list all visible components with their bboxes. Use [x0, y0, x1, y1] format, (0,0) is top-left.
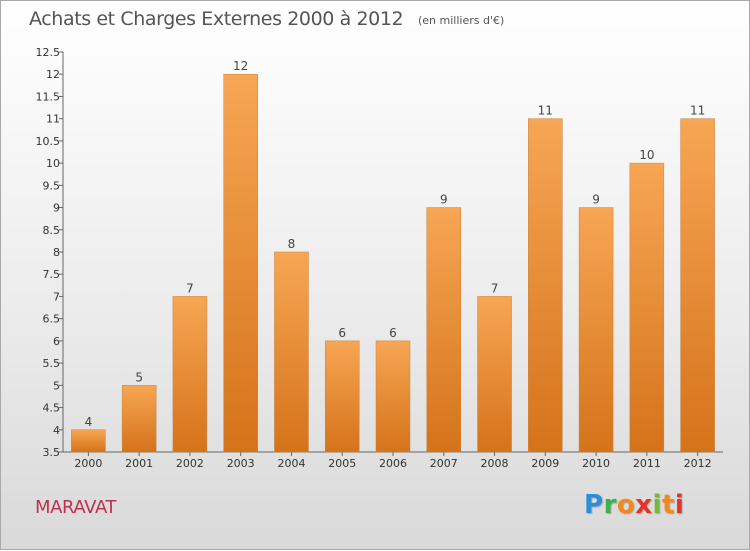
y-tick-label: 5.5	[43, 357, 61, 370]
y-tick-label: 4	[53, 424, 60, 437]
y-tick-label: 5	[53, 379, 60, 392]
data-label: 8	[288, 237, 296, 251]
logo-letter: P	[584, 490, 604, 520]
bar-2003	[223, 73, 258, 453]
x-tick-label: 2004	[277, 457, 305, 470]
bar-2000	[71, 429, 106, 453]
bar-2012	[680, 118, 715, 453]
logo-letter: i	[652, 490, 662, 520]
bar-2010	[578, 207, 614, 453]
logo-letter: i	[674, 490, 685, 520]
bar-2006	[375, 340, 411, 453]
logo-letter: o	[616, 490, 636, 520]
commune-name: MARAVAT	[35, 497, 117, 518]
y-tick-label: 9	[53, 202, 60, 215]
bar-2008	[477, 296, 512, 453]
y-tick-label: 10	[46, 157, 60, 170]
chart-title: Achats et Charges Externes 2000 à 2012	[29, 8, 404, 30]
y-tick-label: 12	[46, 68, 60, 81]
y-tick-label: 9.5	[43, 179, 61, 192]
data-label: 5	[135, 370, 143, 384]
y-tick-label: 8	[53, 246, 60, 259]
x-tick-label: 2008	[481, 457, 509, 470]
y-tick-label: 7	[53, 290, 60, 303]
x-tick-label: 2006	[379, 457, 407, 470]
bar-2004	[274, 251, 309, 453]
bar-2005	[324, 340, 360, 453]
x-tick-label: 2010	[582, 457, 610, 470]
data-label: 4	[85, 415, 93, 429]
data-label: 7	[491, 281, 499, 295]
bar-2009	[528, 118, 563, 453]
x-tick-label: 2000	[74, 457, 102, 470]
data-label: 10	[639, 148, 654, 162]
data-label: 6	[338, 326, 346, 340]
y-tick-label: 8.5	[43, 224, 61, 237]
y-tick-label: 12.5	[36, 46, 61, 59]
data-label: 7	[186, 281, 194, 295]
y-tick-label: 6	[53, 335, 60, 348]
bar-2007	[426, 207, 462, 453]
chart-unit-subtitle: (en milliers d'€)	[418, 14, 505, 27]
data-label: 12	[233, 59, 248, 73]
x-tick-label: 2012	[684, 457, 712, 470]
logo-letter: x	[635, 490, 653, 520]
y-tick-label: 4.5	[43, 402, 61, 415]
y-tick-label: 11.5	[36, 90, 61, 103]
logo-letter: t	[661, 490, 675, 520]
data-label: 9	[440, 193, 448, 207]
y-tick-label: 11	[46, 113, 60, 126]
y-tick-label: 7.5	[43, 268, 61, 281]
y-tick-label: 3.5	[43, 446, 61, 459]
x-tick-label: 2001	[125, 457, 153, 470]
data-label: 11	[690, 104, 705, 118]
x-tick-label: 2002	[176, 457, 204, 470]
data-label: 9	[592, 193, 600, 207]
proxiti-logo[interactable]: Proxiti	[584, 490, 684, 520]
x-tick-label: 2003	[227, 457, 255, 470]
x-tick-label: 2005	[328, 457, 356, 470]
bar-2001	[121, 385, 157, 453]
x-tick-label: 2009	[531, 457, 559, 470]
bar-2002	[172, 296, 208, 453]
x-tick-label: 2007	[430, 457, 458, 470]
data-label: 11	[538, 104, 553, 118]
bar-2011	[629, 162, 665, 453]
logo-letter: r	[603, 490, 617, 520]
data-label: 6	[389, 326, 397, 340]
x-tick-label: 2011	[633, 457, 661, 470]
y-tick-label: 6.5	[43, 313, 61, 326]
y-tick-label: 10.5	[36, 135, 61, 148]
